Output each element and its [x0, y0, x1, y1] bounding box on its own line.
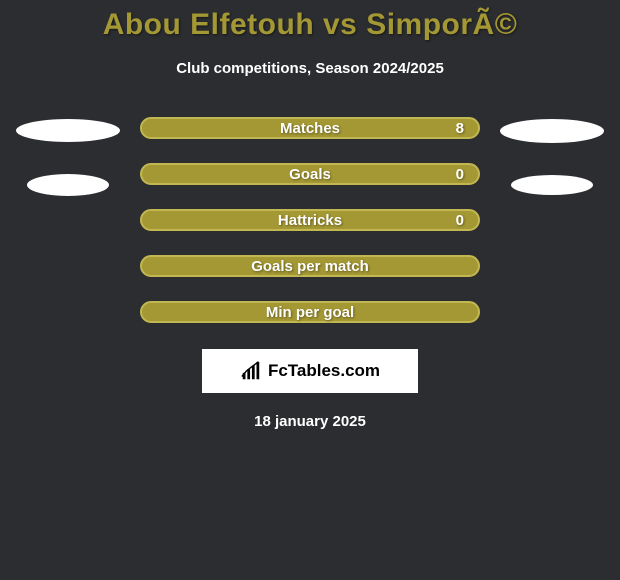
right-ellipse [500, 119, 604, 143]
stat-value-right: 8 [456, 120, 464, 137]
left-ellipse [16, 119, 120, 142]
logo-box: FcTables.com [202, 349, 418, 393]
stat-bar: Hattricks 0 [140, 209, 480, 231]
stat-label: Goals [289, 166, 331, 183]
stat-bar: Matches 8 [140, 117, 480, 139]
chart-container: Abou Elfetouh vs SimporÃ© Club competiti… [0, 0, 620, 438]
stat-label: Min per goal [266, 304, 354, 321]
stats-area: Matches 8 Goals 0 Hattricks 0 Goals per match M… [10, 117, 610, 323]
stat-bar: Min per goal [140, 301, 480, 323]
page-title: Abou Elfetouh vs SimporÃ© [10, 8, 610, 42]
date-line: 18 january 2025 [10, 413, 610, 430]
right-ellipse [511, 175, 593, 195]
stat-bar: Goals per match [140, 255, 480, 277]
stat-label: Goals per match [251, 258, 369, 275]
stat-value-right: 0 [456, 212, 464, 229]
stat-bars: Matches 8 Goals 0 Hattricks 0 Goals per match M… [140, 117, 480, 323]
stat-value-right: 0 [456, 166, 464, 183]
subtitle: Club competitions, Season 2024/2025 [10, 60, 610, 77]
left-ellipse-column [16, 117, 120, 196]
stat-label: Hattricks [278, 212, 342, 229]
left-ellipse [27, 174, 109, 196]
right-ellipse-column [500, 117, 604, 195]
logo-text: FcTables.com [268, 361, 380, 381]
stat-label: Matches [280, 120, 340, 137]
chart-icon [240, 360, 262, 382]
stat-bar: Goals 0 [140, 163, 480, 185]
